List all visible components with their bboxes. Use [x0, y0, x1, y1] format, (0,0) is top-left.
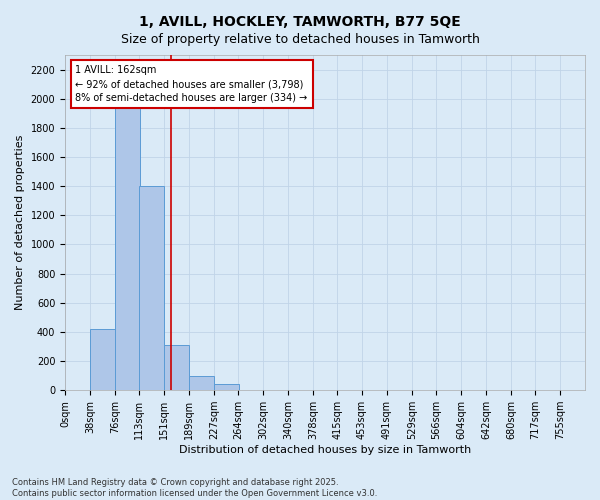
Bar — [164, 345, 189, 390]
Bar — [139, 186, 164, 390]
X-axis label: Distribution of detached houses by size in Tamworth: Distribution of detached houses by size … — [179, 445, 471, 455]
Y-axis label: Number of detached properties: Number of detached properties — [15, 135, 25, 310]
Bar — [90, 329, 115, 390]
Bar — [214, 384, 239, 390]
Text: Size of property relative to detached houses in Tamworth: Size of property relative to detached ho… — [121, 32, 479, 46]
Bar — [115, 92, 140, 390]
Text: Contains HM Land Registry data © Crown copyright and database right 2025.
Contai: Contains HM Land Registry data © Crown c… — [12, 478, 377, 498]
Text: 1 AVILL: 162sqm
← 92% of detached houses are smaller (3,798)
8% of semi-detached: 1 AVILL: 162sqm ← 92% of detached houses… — [76, 65, 308, 103]
Text: 1, AVILL, HOCKLEY, TAMWORTH, B77 5QE: 1, AVILL, HOCKLEY, TAMWORTH, B77 5QE — [139, 15, 461, 29]
Bar — [189, 376, 214, 390]
